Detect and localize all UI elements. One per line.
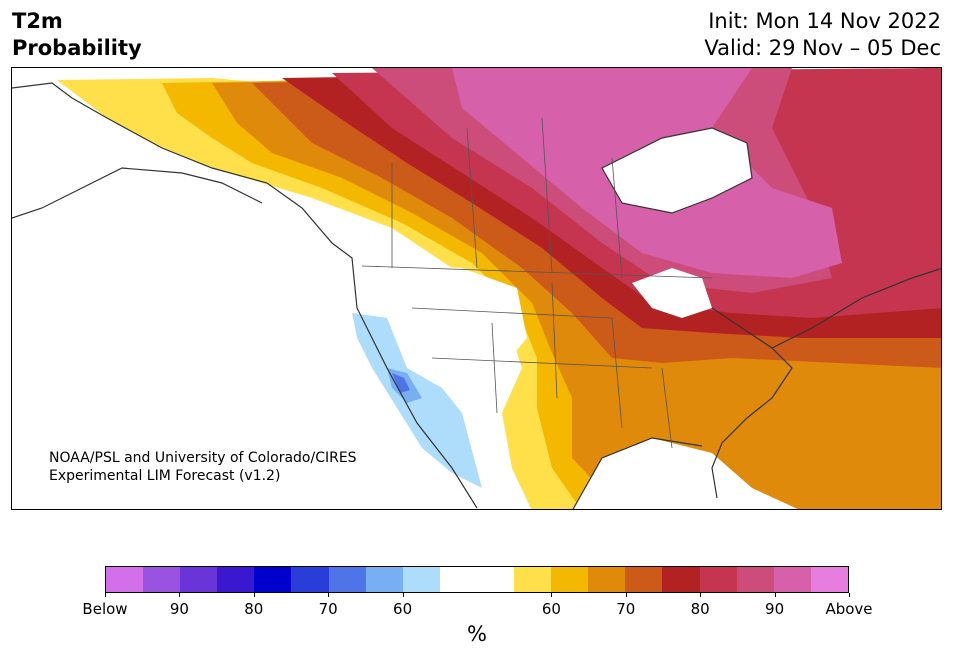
colorbar-segment — [476, 567, 515, 592]
colorbar-tick-label: Above — [825, 600, 873, 618]
gulf-of-mexico — [573, 438, 798, 509]
colorbar-tick-label: 80 — [690, 600, 710, 618]
colorbar-tick-label: 60 — [393, 600, 413, 618]
credit-line-2: Experimental LIM Forecast (v1.2) — [49, 468, 281, 484]
colorbar-segment — [328, 567, 366, 592]
colorbar-segment — [254, 567, 292, 592]
title-line-1: T2m — [12, 9, 63, 33]
colorbar-tick-mark — [179, 593, 181, 597]
colorbar-segment — [625, 567, 663, 592]
map-title: T2m Probability — [12, 8, 142, 62]
colorbar-tick-label: Below — [82, 600, 128, 618]
colorbar-tick-mark — [551, 593, 553, 597]
band-below-80 — [392, 373, 410, 393]
colorbar-tick-mark — [774, 593, 776, 597]
colorbar-segment — [773, 567, 811, 592]
colorbar-tick-mark — [105, 593, 106, 597]
forecast-dates: Init: Mon 14 Nov 2022 Valid: 29 Nov – 05… — [704, 8, 941, 62]
colorbar-tick-mark — [625, 593, 627, 597]
colorbar-segment — [143, 567, 181, 592]
init-date: Init: Mon 14 Nov 2022 — [708, 9, 941, 33]
colorbar-segment — [439, 567, 477, 592]
colorbar-tick-label: 90 — [765, 600, 785, 618]
colorbar-segment — [810, 567, 848, 592]
attribution: NOAA/PSL and University of Colorado/CIRE… — [49, 449, 357, 485]
colorbar-segment — [402, 567, 440, 592]
colorbar-segment — [736, 567, 774, 592]
colorbar-tick-mark — [328, 593, 330, 597]
colorbar-segment — [551, 567, 589, 592]
political-borders — [361, 117, 713, 449]
colorbar-tick-mark — [402, 593, 404, 597]
colorbar-tick-label: 70 — [318, 600, 338, 618]
colorbar — [105, 566, 849, 593]
colorbar-segment — [514, 567, 552, 592]
colorbar-segment — [365, 567, 403, 592]
colorbar-segment — [588, 567, 626, 592]
colorbar-segment — [217, 567, 255, 592]
colorbar-tick-label: 70 — [616, 600, 636, 618]
colorbar-tick-mark — [700, 593, 702, 597]
colorbar-tick-mark — [253, 593, 255, 597]
credit-line-1: NOAA/PSL and University of Colorado/CIRE… — [49, 450, 357, 466]
valid-date: Valid: 29 Nov – 05 Dec — [704, 36, 941, 60]
colorbar-tick-mark — [849, 593, 850, 597]
band-below-60-west — [352, 313, 482, 488]
title-line-2: Probability — [12, 36, 142, 60]
great-lakes — [632, 268, 712, 318]
pacific-ocean-north — [12, 68, 481, 509]
colorbar-segment — [180, 567, 218, 592]
coastlines — [12, 82, 941, 509]
colorbar-tick-label: 60 — [541, 600, 561, 618]
probability-map — [11, 67, 942, 510]
colorbar-unit-label: % — [467, 622, 487, 646]
map-canvas — [12, 68, 941, 509]
colorbar-segment — [106, 567, 144, 592]
colorbar-segment — [291, 567, 329, 592]
colorbar-segment — [699, 567, 737, 592]
colorbar-tick-label: 80 — [244, 600, 264, 618]
neutral-region-west — [367, 263, 527, 413]
colorbar-tick-label: 90 — [169, 600, 189, 618]
colorbar-segment — [662, 567, 700, 592]
